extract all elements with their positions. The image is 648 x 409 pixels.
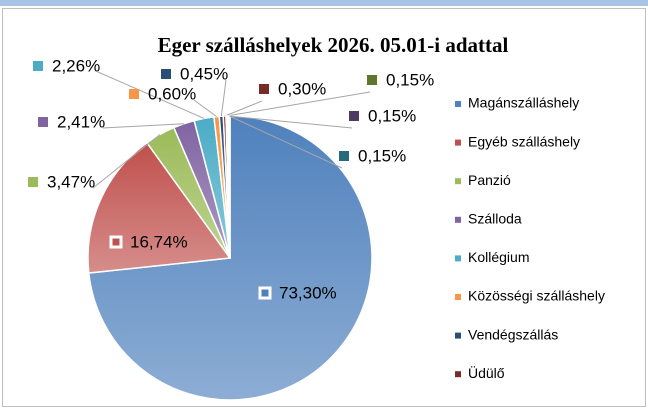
data-label: 2,26%	[52, 56, 100, 75]
label-marker	[349, 111, 359, 121]
leader-line	[97, 71, 205, 119]
leader-line	[220, 79, 227, 117]
data-label: 0,15%	[368, 106, 416, 125]
data-label: 0,30%	[278, 79, 326, 98]
legend-label: Egyéb szálláshely	[468, 133, 580, 149]
legend-label: Kollégium	[468, 249, 529, 265]
label-marker	[38, 117, 48, 127]
leader-line	[227, 115, 353, 129]
legend-marker	[455, 371, 461, 378]
label-marker	[33, 61, 43, 71]
legend-label: Szálloda	[468, 211, 522, 227]
label-marker	[259, 84, 269, 94]
legend-marker	[455, 332, 461, 339]
leader-line	[229, 115, 343, 169]
legend-marker	[455, 139, 461, 146]
legend-label: Vendégszállás	[468, 326, 558, 342]
data-label: 0,60%	[148, 84, 196, 103]
legend-label: Közösségi szálláshely	[468, 288, 605, 304]
legend-label: Panzió	[468, 172, 511, 188]
legend-label: Üdülő	[468, 364, 505, 381]
leader-line	[193, 99, 217, 118]
legend-label: Magánszálláshely	[468, 95, 579, 111]
label-marker	[161, 69, 171, 79]
leader-line	[102, 123, 184, 129]
leader-line	[226, 91, 371, 117]
legend-marker	[455, 178, 461, 185]
label-marker	[258, 286, 272, 300]
label-marker	[367, 75, 377, 85]
data-label: 16,74%	[130, 232, 188, 251]
data-label: 73,30%	[279, 283, 337, 302]
label-marker	[109, 235, 123, 249]
legend-marker	[455, 101, 461, 107]
data-label: 0,15%	[386, 70, 434, 89]
label-marker	[28, 177, 38, 187]
data-label: 0,15%	[358, 146, 406, 165]
label-marker	[129, 89, 139, 99]
frame-strip	[0, 0, 648, 6]
leader-line	[92, 134, 161, 189]
legend-marker	[455, 255, 461, 262]
leader-line	[224, 100, 263, 117]
legend-marker	[455, 216, 461, 223]
pie-slice	[87, 141, 232, 274]
data-label: 2,41%	[57, 112, 105, 131]
label-marker	[339, 151, 349, 161]
chart-title: Eger szálláshelyek 2026. 05.01-i adattal	[158, 33, 509, 57]
data-label: 3,47%	[47, 172, 95, 191]
legend-marker	[455, 294, 461, 300]
data-label: 0,45%	[180, 64, 228, 83]
